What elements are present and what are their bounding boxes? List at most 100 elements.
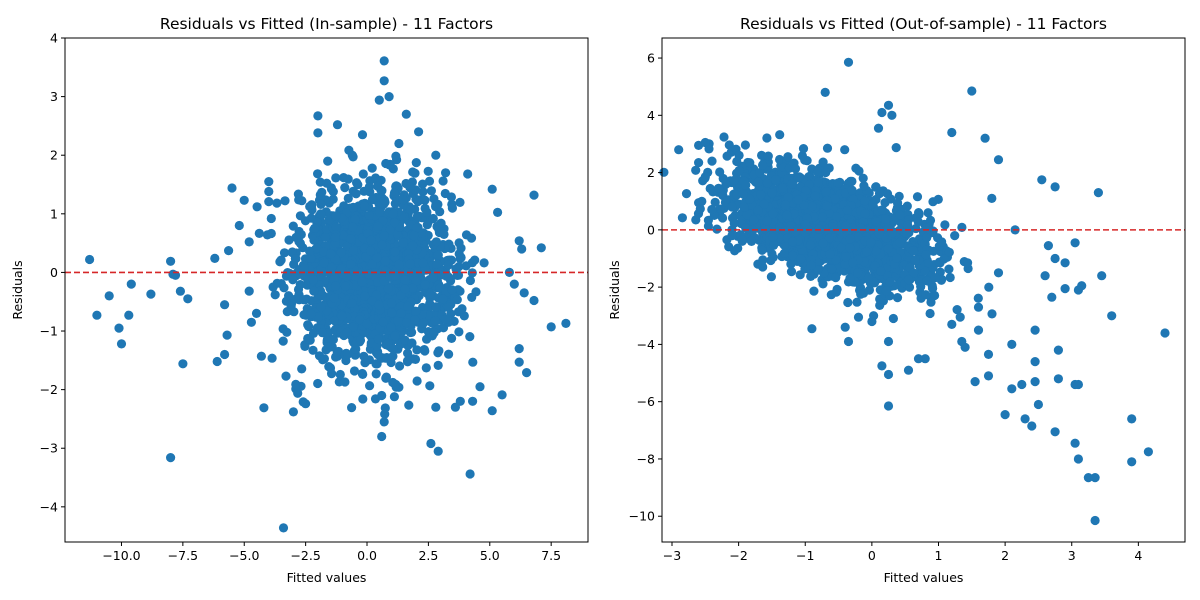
scatter-point [373, 221, 383, 231]
y-tick-label: 4 [647, 108, 655, 123]
scatter-point [439, 229, 449, 239]
scatter-point [814, 224, 824, 234]
scatter-point [868, 199, 878, 209]
scatter-point [313, 312, 323, 322]
scatter-point [433, 199, 443, 209]
y-tick-label: −8 [637, 451, 655, 466]
out-of-sample-chart: Residuals vs Fitted (Out-of-sample) - 11… [607, 15, 1186, 585]
scatter-point [284, 235, 294, 245]
scatter-point [354, 314, 365, 325]
scatter-point [295, 211, 305, 221]
scatter-point [1040, 271, 1050, 281]
y-tick-label: 0 [647, 222, 655, 237]
scatter-point [252, 202, 262, 212]
scatter-point [860, 196, 870, 206]
scatter-point [827, 264, 837, 274]
y-tick-label: −2 [637, 280, 655, 295]
scatter-point [768, 209, 778, 219]
scatter-point [347, 403, 357, 413]
scatter-point [387, 308, 397, 318]
scatter-point [848, 257, 858, 268]
scatter-point [447, 203, 457, 213]
scatter-point [418, 179, 428, 189]
y-tick-label: 2 [50, 148, 58, 163]
scatter-point [313, 169, 323, 179]
scatter-point [493, 207, 503, 217]
x-axis: −3 −2 −1 0 1 2 3 4 [663, 542, 1142, 563]
scatter-point [465, 275, 475, 286]
scatter-point [783, 192, 793, 202]
scatter-point [304, 321, 314, 332]
scatter-point [313, 378, 323, 389]
scatter-point [963, 258, 973, 268]
scatter-point [318, 355, 328, 365]
scatter-point [300, 341, 310, 351]
scatter-point [770, 175, 781, 185]
scatter-point [853, 268, 863, 278]
scatter-point [432, 259, 442, 269]
scatter-point [390, 247, 400, 257]
scatter-point [373, 350, 383, 360]
scatter-point [367, 296, 377, 306]
scatter-point [1020, 414, 1030, 424]
scatter-point [433, 360, 443, 370]
scatter-point [447, 333, 457, 343]
scatter-point [790, 164, 801, 174]
scatter-point [993, 268, 1004, 278]
scatter-point [881, 286, 892, 296]
scatter-point [694, 158, 704, 168]
scatter-point [921, 250, 931, 260]
scatter-point [425, 381, 435, 391]
scatter-point [517, 244, 527, 254]
scatter-point [373, 181, 383, 191]
scatter-point [727, 202, 737, 212]
scatter-point [455, 197, 465, 207]
scatter-point [297, 196, 307, 206]
scatter-point [873, 123, 884, 133]
scatter-point [438, 176, 448, 186]
scatter-point [357, 130, 368, 140]
scatter-point [947, 127, 957, 138]
scatter-point [818, 157, 828, 167]
scatter-point [718, 213, 728, 223]
scatter-point [468, 396, 478, 406]
scatter-point [822, 143, 833, 153]
y-tick-label: −10 [629, 509, 655, 524]
y-tick-label: 6 [647, 51, 655, 66]
scatter-point [1027, 421, 1037, 431]
scatter-point [222, 330, 232, 340]
scatter-point [388, 209, 398, 219]
scatter-point [408, 167, 418, 177]
scatter-point [306, 309, 316, 319]
scatter-point [279, 283, 289, 293]
scatter-point [1050, 182, 1060, 192]
scatter-point [465, 469, 475, 479]
scatter-point [456, 252, 466, 263]
scatter-point [404, 400, 414, 410]
scatter-point [800, 219, 811, 229]
scatter-point [1017, 379, 1027, 390]
scatter-point [400, 284, 410, 294]
scatter-point [330, 232, 340, 242]
scatter-point [342, 349, 353, 359]
scatter-point [1030, 377, 1040, 387]
scatter-point [457, 304, 467, 314]
scatter-point [753, 205, 763, 215]
scatter-point [389, 188, 399, 198]
scatter-point [881, 214, 891, 224]
scatter-point [1143, 447, 1153, 457]
scatter-point [845, 234, 855, 244]
scatter-point [703, 215, 714, 225]
scatter-point [267, 353, 277, 363]
scatter-point [293, 388, 303, 398]
scatter-point [337, 311, 347, 321]
scatter-point [412, 376, 422, 386]
scatter-point [291, 254, 301, 264]
scatter-point [210, 253, 220, 263]
scatter-point [519, 288, 529, 298]
y-tick-label: −2 [40, 382, 58, 397]
scatter-point [423, 166, 433, 176]
scatter-point [852, 297, 862, 307]
scatter-point [288, 407, 298, 417]
scatter-point [420, 280, 430, 290]
